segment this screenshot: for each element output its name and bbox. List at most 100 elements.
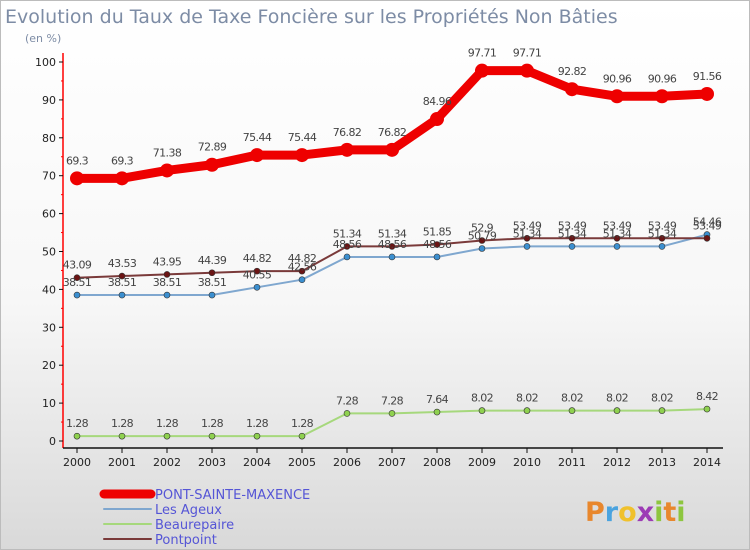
data-point [658,234,666,242]
x-tick-label: 2002 [153,456,181,469]
data-point [208,291,216,299]
data-point [433,241,441,248]
data-point [163,432,171,440]
data-point [658,407,666,414]
x-tick-label: 2010 [513,456,541,469]
y-tick-label: 20 [42,359,56,372]
data-point [478,245,486,252]
data-point [250,148,264,163]
data-label: 48.56 [423,238,452,251]
x-tick-label: 2012 [603,456,631,469]
data-point [385,142,399,157]
data-point [568,243,576,250]
data-point [388,243,396,250]
data-point [700,86,714,101]
data-label: 7.64 [426,393,449,406]
data-label: 76.82 [378,126,407,139]
data-label: 38.51 [198,276,227,289]
data-point [655,89,669,104]
data-point [205,157,219,172]
y-tick-label: 90 [42,94,56,107]
data-point [478,237,486,244]
legend-label: PONT-SAINTE-MAXENCE [155,488,310,503]
data-label: 76.82 [333,126,362,139]
data-label: 90.96 [648,72,677,85]
data-point [73,274,81,281]
data-point [703,234,711,242]
data-label: 97.71 [468,47,497,60]
data-point [475,63,489,78]
data-point [115,171,129,186]
data-point [568,407,576,414]
y-tick-label: 100 [35,56,56,69]
data-label: 53.49 [603,219,632,232]
data-label: 69.3 [66,154,89,167]
data-point [613,243,621,250]
data-label: 51.34 [648,227,677,240]
data-point [343,253,351,261]
x-tick-label: 2007 [378,456,406,469]
data-label: 7.28 [381,394,404,407]
data-point [433,253,441,261]
logo-text: Proxiti [585,497,686,528]
data-point [343,243,351,250]
data-label: 1.28 [156,417,179,430]
x-tick-label: 2005 [288,456,316,469]
data-point [613,407,621,414]
data-label: 51.34 [333,227,362,240]
data-label: 8.02 [471,392,493,405]
legend-label: Pontpoint [155,533,217,548]
data-label: 91.56 [693,70,722,83]
series-pont-sainte-maxence [70,63,714,186]
y-tick-label: 10 [42,397,56,410]
data-point [343,410,351,417]
data-point [208,432,216,440]
data-point [613,234,621,242]
data-label: 51.34 [558,227,587,240]
data-point [703,405,711,413]
data-label: 54.46 [693,216,722,229]
data-point [523,407,531,414]
x-tick-label: 2006 [333,456,361,469]
data-point [298,432,306,440]
data-label: 1.28 [66,417,89,430]
x-tick-label: 2014 [693,456,721,469]
data-label: 44.82 [288,252,317,265]
data-label: 90.96 [603,72,632,85]
data-label: 1.28 [201,417,224,430]
proxiti-logo[interactable]: Proxiti [585,497,686,528]
x-tick-label: 2000 [63,456,91,469]
data-label: 7.28 [336,394,359,407]
data-point [253,267,261,275]
x-tick-label: 2013 [648,456,676,469]
data-label: 53.49 [513,219,542,232]
data-point [388,410,396,417]
data-label: 97.71 [513,47,542,60]
data-label: 52.9 [471,222,494,235]
data-label: 53.49 [693,219,722,232]
data-point [298,267,306,275]
data-label: 75.44 [243,131,272,144]
data-label: 72.89 [198,141,227,154]
data-label: 8.02 [516,392,538,405]
data-label: 42.56 [288,261,317,274]
data-point [118,272,126,280]
y-tick-label: 0 [49,435,56,448]
series-les-ageux [73,231,711,299]
data-point [523,234,531,242]
data-point [253,284,261,291]
series-pontpoint [73,234,711,281]
data-point [118,432,126,440]
data-label: 51.34 [513,227,542,240]
data-point [433,408,441,416]
series-line [72,66,712,183]
data-label: 43.95 [153,255,182,268]
data-point [253,432,261,440]
data-label: 50.79 [468,230,497,243]
data-label: 43.53 [108,257,137,270]
y-tick-label: 40 [42,283,56,296]
data-point [160,163,174,178]
x-tick-label: 2008 [423,456,451,469]
